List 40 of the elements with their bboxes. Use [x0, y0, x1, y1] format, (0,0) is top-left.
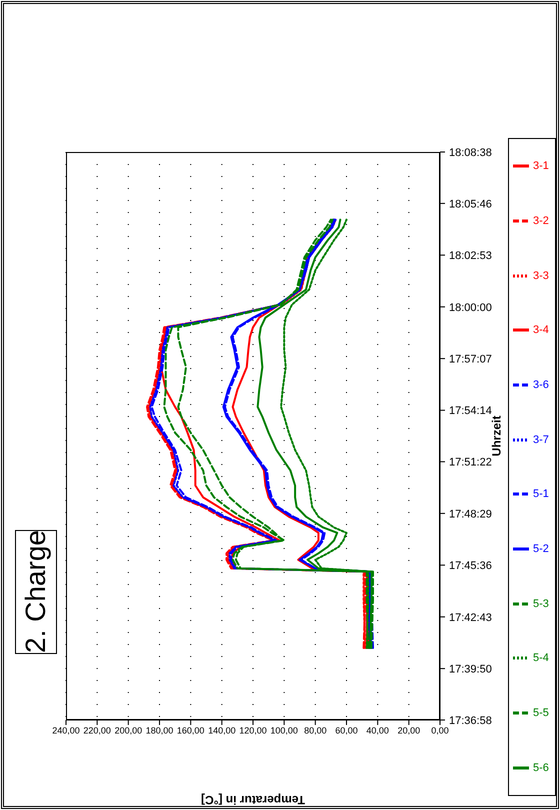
x-tick-label: 140,00 [208, 725, 236, 736]
y-tick-label: 17:48:29 [449, 508, 492, 520]
legend-label: 3-2 [533, 214, 549, 228]
y-tick-label: 17:39:50 [449, 663, 492, 676]
y-tick-label: 18:05:46 [449, 198, 492, 210]
legend-label: 5-5 [533, 706, 549, 720]
y-tick-label: 17:45:36 [449, 560, 492, 572]
x-tick-label: 200,00 [114, 725, 142, 736]
y-tick-label: 18:00:00 [449, 302, 492, 314]
y-tick-label: 18:08:38 [449, 146, 492, 159]
legend-label: 5-6 [533, 760, 549, 775]
y-tick-label: 18:02:53 [449, 250, 492, 262]
text: 2. Charge [15, 530, 57, 654]
x-tick-label: 0,00 [431, 725, 449, 736]
legend-label: 3-3 [533, 268, 549, 283]
x-tick-label: 20,00 [398, 725, 420, 736]
x-tick-label: 220,00 [83, 725, 111, 736]
legend-label: 3-1 [533, 159, 549, 174]
y-tick-label: 17:51:22 [449, 456, 492, 469]
legend-label: 3-7 [533, 432, 549, 447]
x-tick-label: 160,00 [176, 725, 204, 736]
x-tick-label: 100,00 [270, 725, 298, 736]
y-tick-label: 17:36:58 [449, 714, 492, 727]
y-tick-label: 17:42:43 [449, 612, 492, 624]
x-axis-title: Temperatur in [°C] [201, 793, 305, 807]
y-axis-title: Uhrzeit [489, 416, 504, 456]
legend-label: 5-4 [533, 651, 549, 666]
legend-label: 5-3 [533, 596, 549, 611]
legend-label: 3-6 [533, 378, 549, 392]
y-tick-label: 17:54:14 [449, 405, 492, 418]
x-tick-label: 180,00 [146, 725, 174, 736]
y-tick-label: 17:57:07 [449, 353, 492, 366]
legend-label: 5-2 [533, 542, 549, 556]
legend-label: 5-1 [533, 487, 549, 502]
x-tick-label: 60,00 [335, 725, 358, 736]
x-tick-label: 40,00 [366, 725, 389, 736]
x-tick-label: 80,00 [304, 725, 327, 736]
legend-label: 3-4 [533, 323, 549, 338]
x-tick-label: 240,00 [52, 725, 80, 736]
x-tick-label: 120,00 [239, 725, 267, 736]
